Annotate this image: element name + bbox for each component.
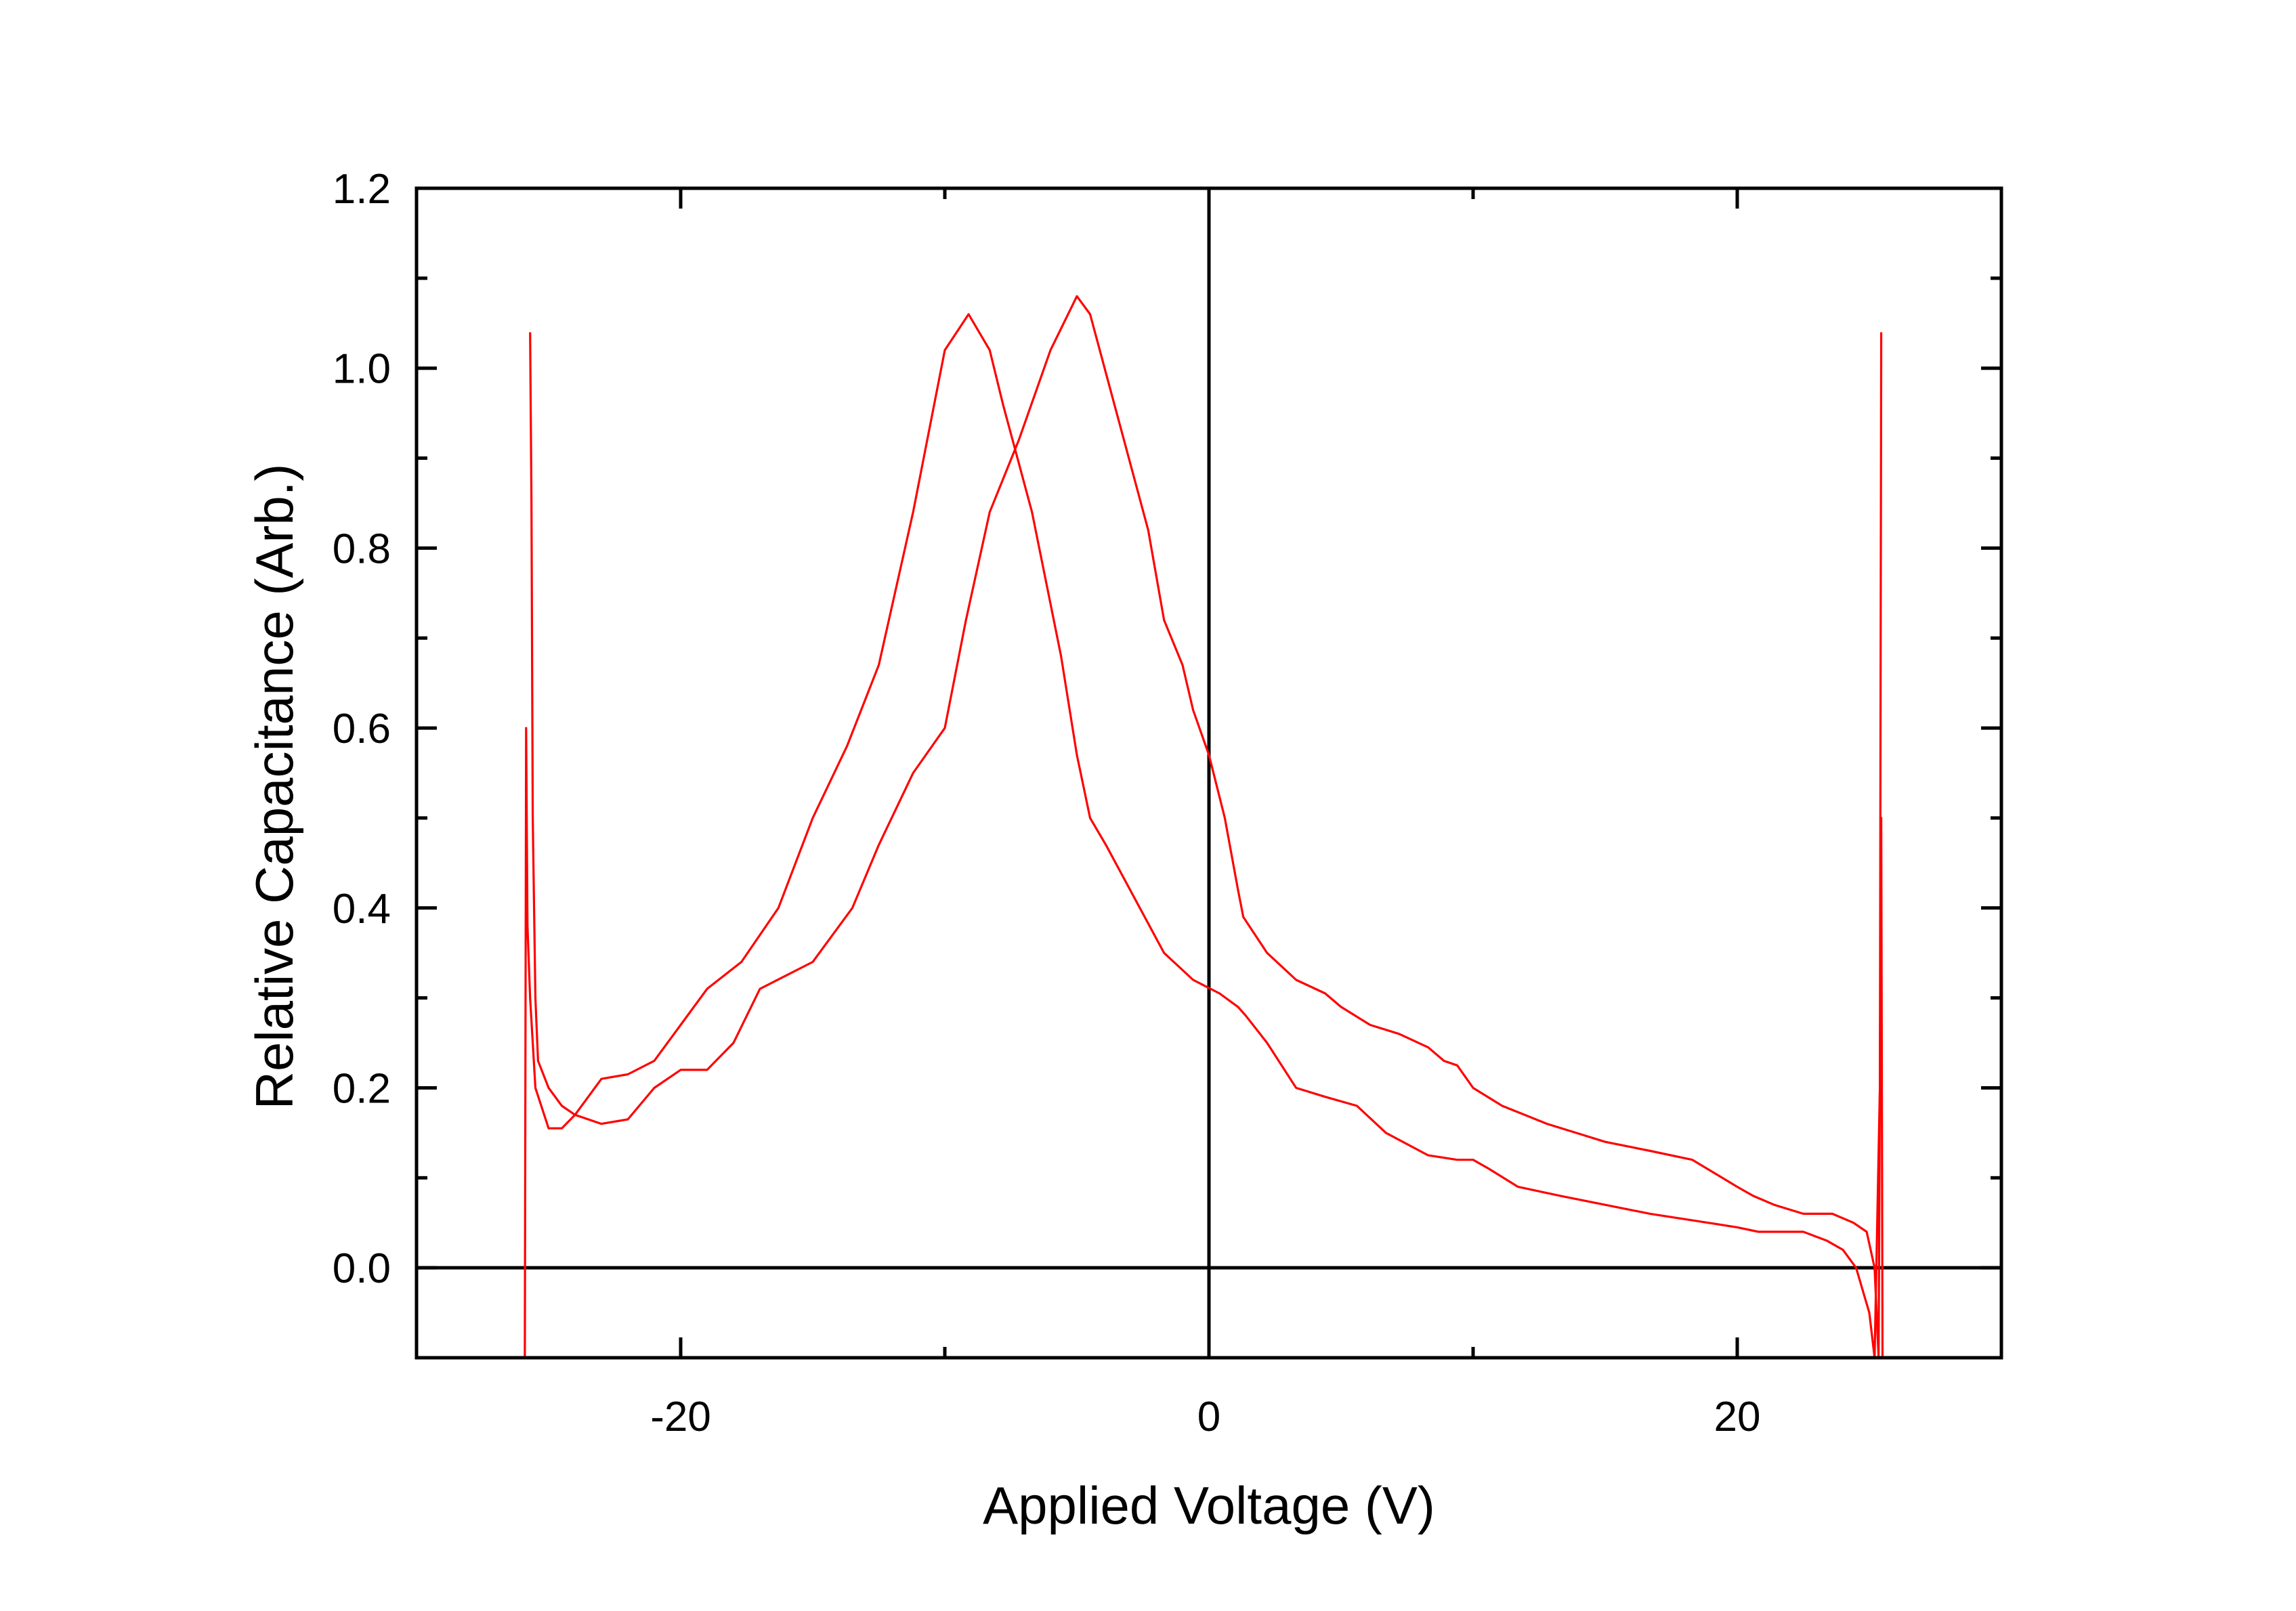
series-layer xyxy=(524,295,1884,1358)
ticks-layer: -20 0 20 0.0 0.2 0.4 0.6 0.8 1.0 1.2 xyxy=(333,166,2003,1440)
y-tick-label: 0.4 xyxy=(333,886,391,932)
x-tick-label: 20 xyxy=(1714,1394,1761,1440)
reference-lines xyxy=(417,188,2001,1358)
series-line-1 xyxy=(524,313,1884,1358)
plot-frame xyxy=(414,186,2003,1360)
y-tick-label: 0.6 xyxy=(333,706,391,752)
y-tick-label: 0.2 xyxy=(333,1065,391,1112)
x-tick-label: -20 xyxy=(650,1394,711,1440)
x-axis-label: Applied Voltage (V) xyxy=(983,1476,1435,1535)
y-axis-label: Relative Capacitance (Arb.) xyxy=(245,464,304,1110)
y-tick-label: 0.8 xyxy=(333,525,391,572)
series-line-2 xyxy=(529,295,1883,1358)
y-tick-label: 1.2 xyxy=(333,166,391,213)
y-tick-label: 0.0 xyxy=(333,1245,391,1292)
x-tick-label: 0 xyxy=(1197,1394,1220,1440)
y-tick-label: 1.0 xyxy=(333,346,391,393)
